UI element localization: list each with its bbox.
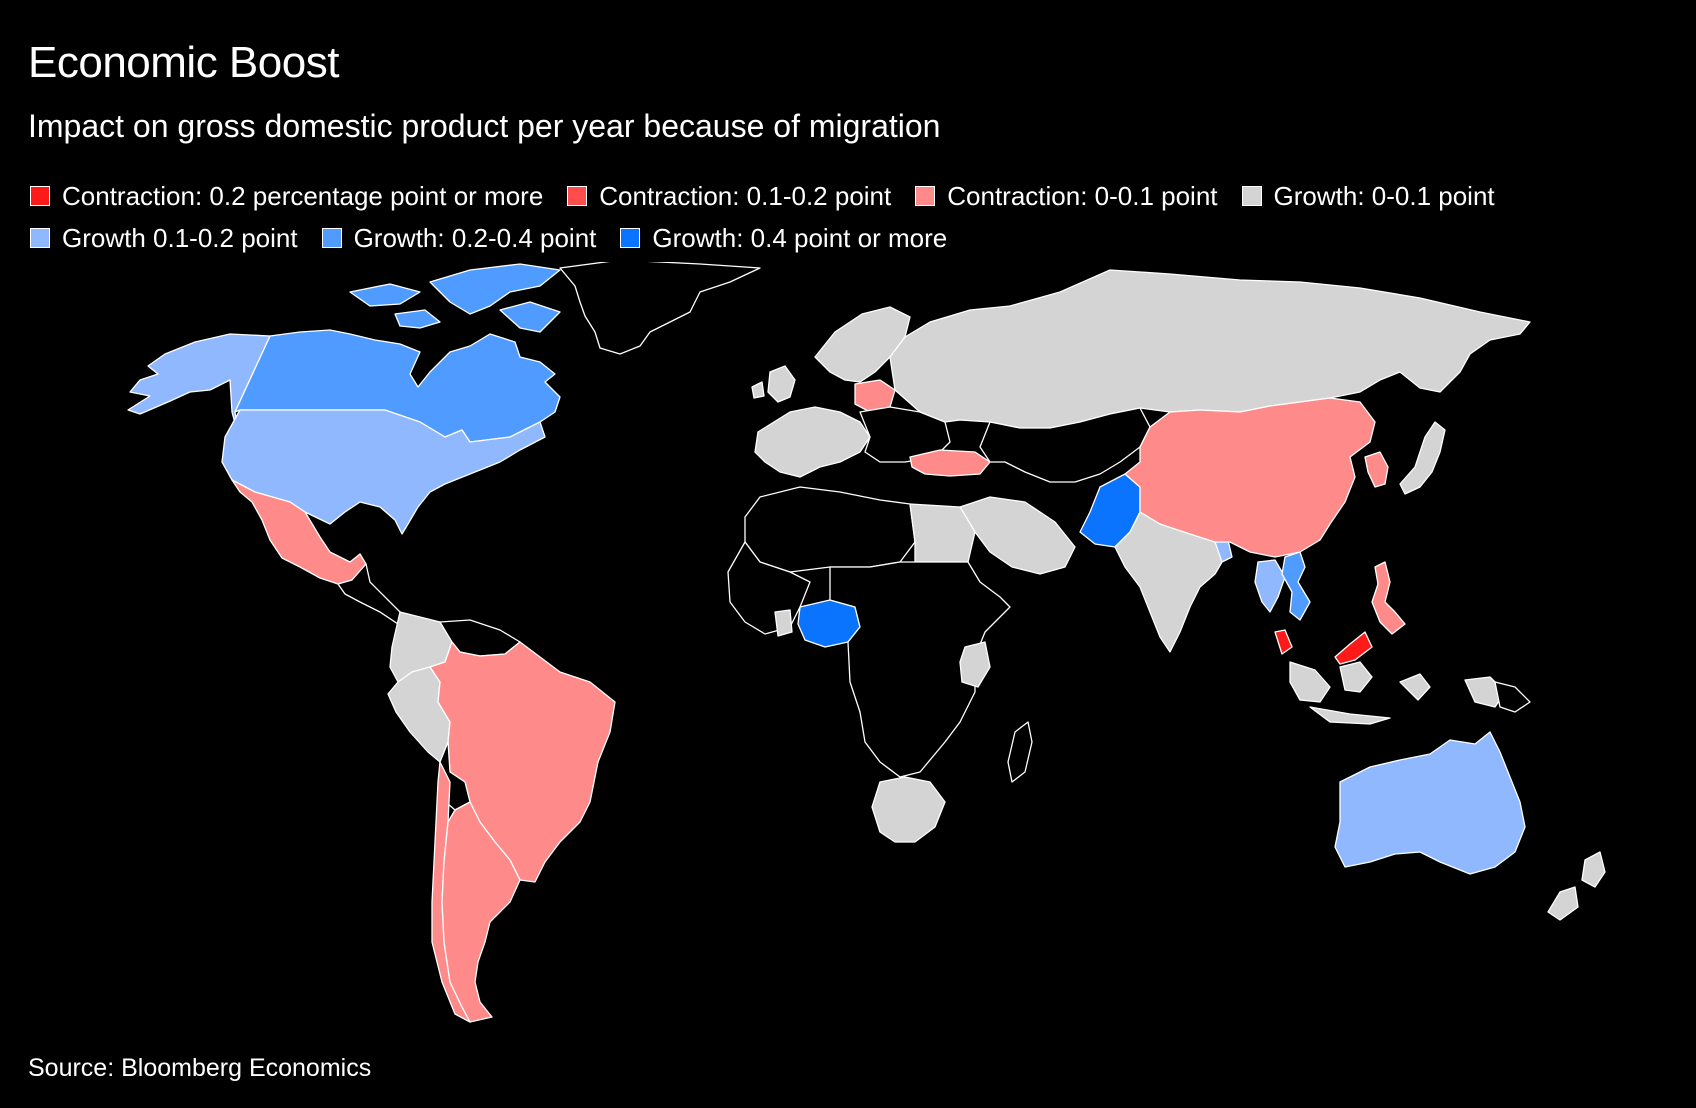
- region-new-zealand: [1547, 851, 1606, 921]
- legend-label: Growth 0.1-0.2 point: [62, 222, 298, 253]
- legend-item-growth-04-plus: Growth: 0.4 point or more: [620, 223, 947, 254]
- legend-item-contraction-01-02: Contraction: 0.1-0.2 point: [567, 181, 891, 212]
- legend-row-2: Growth 0.1-0.2 point Growth: 0.2-0.4 poi…: [30, 217, 1680, 259]
- legend-label: Growth: 0-0.1 point: [1273, 180, 1495, 211]
- legend-label: Contraction: 0.2 percentage point or mor…: [62, 180, 544, 211]
- legend-item-growth-01-02: Growth 0.1-0.2 point: [30, 223, 298, 254]
- region-south-africa: [871, 776, 946, 843]
- legend: Contraction: 0.2 percentage point or mor…: [30, 175, 1680, 259]
- region-russia: [889, 269, 1531, 429]
- legend-swatch: [321, 228, 342, 248]
- region-australia: [1334, 731, 1526, 875]
- legend-swatch: [1241, 186, 1262, 206]
- legend-swatch: [567, 186, 588, 206]
- world-map-svg: [127, 262, 1606, 1023]
- region-papua-new-guinea: [1494, 681, 1531, 713]
- region-argentina: [441, 801, 521, 1023]
- source-note: Source: Bloomberg Economics: [28, 1054, 372, 1082]
- region-turkey: [909, 449, 991, 477]
- region-philippines: [1371, 561, 1406, 635]
- region-greenland: [559, 262, 761, 355]
- legend-label: Growth: 0.4 point or more: [652, 222, 948, 253]
- region-madagascar: [1007, 721, 1033, 783]
- legend-label: Contraction: 0.1-0.2 point: [599, 180, 892, 211]
- region-japan: [1399, 421, 1446, 495]
- region-saudi-arabia: [959, 496, 1076, 575]
- region-thailand: [1254, 559, 1286, 613]
- legend-swatch: [915, 186, 936, 206]
- legend-item-growth-0-01: Growth: 0-0.1 point: [1241, 180, 1495, 212]
- legend-item-contraction-02-plus: Contraction: 0.2 percentage point or mor…: [30, 181, 543, 212]
- legend-item-growth-02-04: Growth: 0.2-0.4 point: [321, 222, 597, 254]
- region-kenya: [959, 641, 991, 688]
- region-north-africa: [744, 486, 916, 573]
- legend-swatch: [30, 228, 50, 248]
- legend-swatch: [620, 228, 641, 248]
- region-canadian-arctic-islands: [349, 263, 561, 333]
- region-alaska: [127, 333, 271, 443]
- region-malaysia: [1274, 629, 1373, 665]
- chart-title: Economic Boost: [28, 38, 339, 87]
- region-korea: [1364, 451, 1389, 488]
- chart-subtitle: Impact on gross domestic product per yea…: [28, 108, 941, 144]
- region-uk: [751, 365, 796, 403]
- legend-item-contraction-0-01: Contraction: 0-0.1 point: [915, 180, 1218, 212]
- legend-swatch: [30, 186, 50, 206]
- region-indonesia: [1289, 661, 1506, 725]
- region-china: [1124, 397, 1376, 558]
- region-central-africa: [829, 561, 1011, 778]
- legend-label: Growth: 0.2-0.4 point: [353, 222, 597, 253]
- region-central-asia: [979, 407, 1151, 483]
- legend-row-1: Contraction: 0.2 percentage point or mor…: [30, 175, 1680, 217]
- legend-label: Contraction: 0-0.1 point: [947, 180, 1218, 211]
- region-vietnam: [1281, 551, 1311, 621]
- region-ghana: [774, 609, 793, 637]
- world-map: [0, 262, 1696, 1052]
- region-western-europe: [754, 406, 871, 478]
